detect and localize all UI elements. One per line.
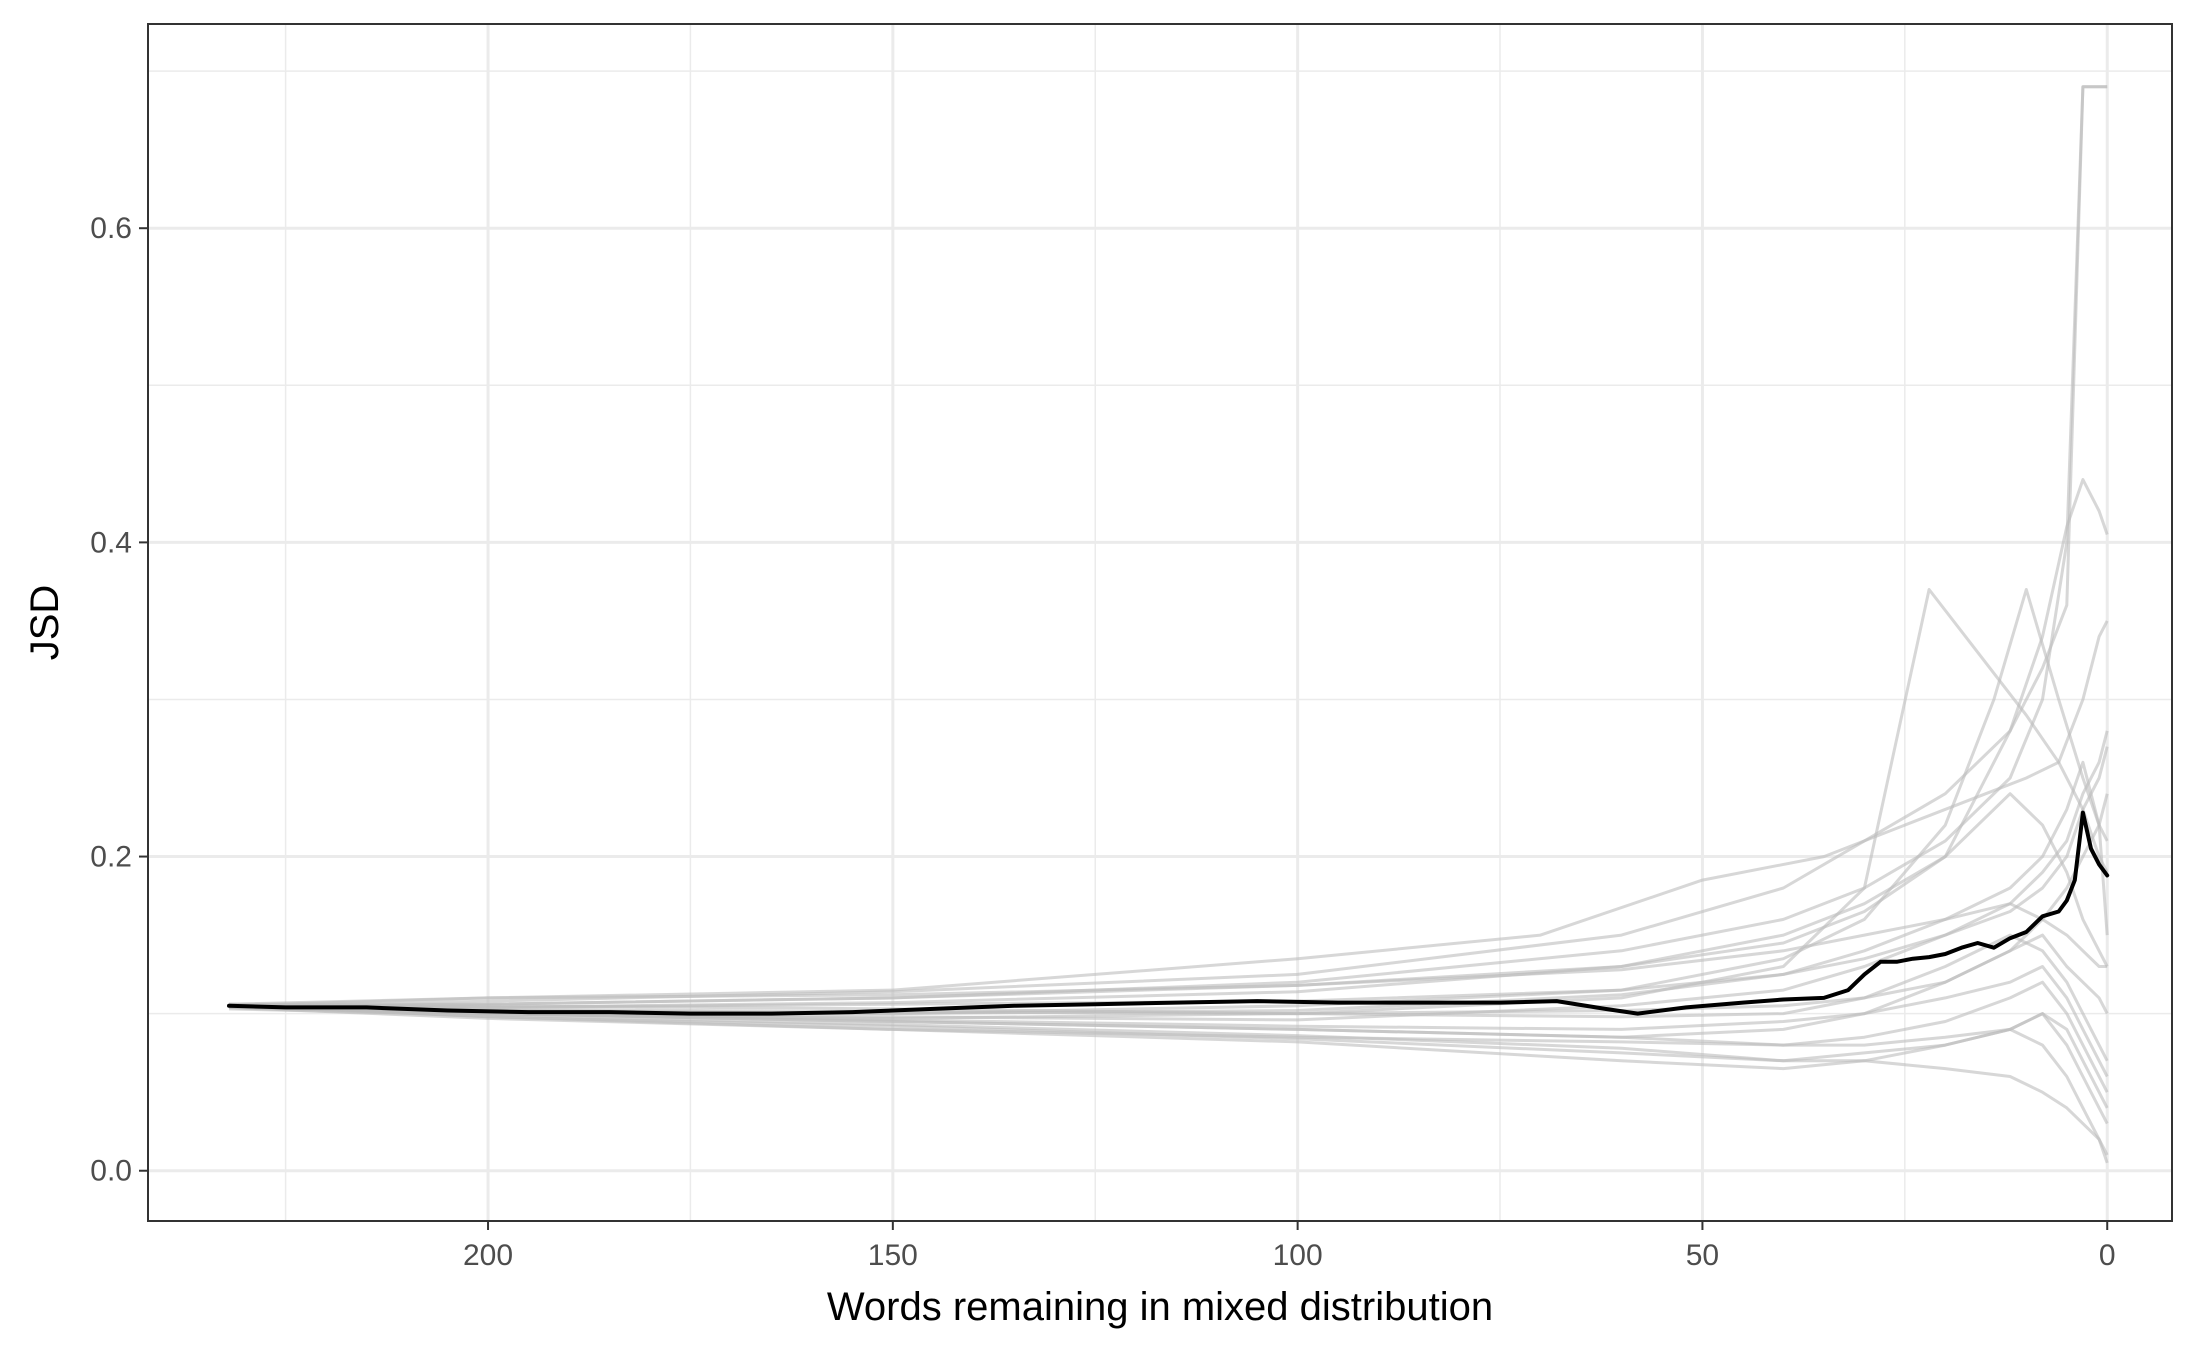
run-line-7 [228, 792, 2109, 1006]
individual-runs-layer [228, 85, 2109, 1164]
run-line-8 [228, 760, 2109, 1016]
x-axis: 200 150 100 50 0 [463, 1221, 2116, 1272]
run-line-15 [228, 1002, 2109, 1109]
run-line-6 [228, 620, 2109, 1008]
run-line-1 [228, 85, 2108, 1009]
run-line-10 [228, 1005, 2109, 1156]
run-line-2 [229, 85, 2108, 1006]
run-line-20 [228, 746, 2109, 1009]
x-axis-title: Words remaining in mixed distribution [827, 1285, 1493, 1329]
mean-line-layer [227, 810, 2110, 1016]
mean-line [227, 810, 2110, 1016]
y-tick-label: 0.2 [90, 841, 132, 874]
x-tick-label: 150 [868, 1239, 918, 1272]
x-tick-label: 200 [463, 1239, 513, 1272]
run-line-3 [228, 478, 2109, 1009]
x-tick-label: 0 [2099, 1239, 2116, 1272]
run-line-11 [228, 1007, 2109, 1164]
x-tick-label: 100 [1273, 1239, 1323, 1272]
y-tick-label: 0.4 [90, 526, 132, 559]
y-axis: 0.0 0.2 0.4 0.6 [90, 212, 148, 1188]
y-tick-label: 0.0 [90, 1155, 132, 1188]
y-axis-title: JSD [23, 585, 67, 661]
run-line-14 [228, 965, 2109, 1078]
run-line-4 [228, 588, 2109, 1016]
run-line-18 [228, 933, 2109, 1062]
grid-layer [148, 24, 2172, 1221]
run-line-5 [228, 588, 2109, 1020]
run-line-12 [228, 1004, 2109, 1125]
run-line-9 [228, 730, 2109, 1022]
run-line-16 [228, 933, 2109, 1039]
panel-border [147, 23, 2173, 1222]
y-tick-label: 0.6 [90, 212, 132, 245]
x-tick-label: 50 [1686, 1239, 1719, 1272]
run-line-19 [228, 902, 2108, 1009]
